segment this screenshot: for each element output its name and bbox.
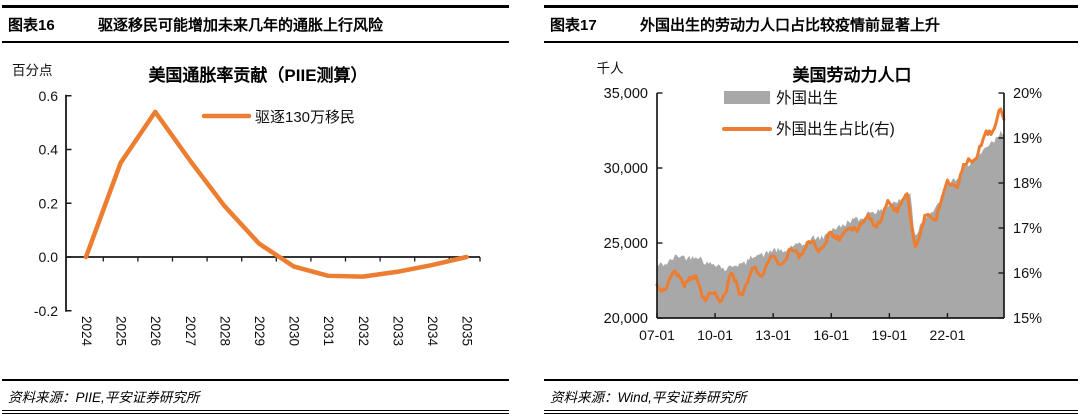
series-line-foreign-born-share (655, 107, 1006, 304)
right-tick-label: 17% (1013, 221, 1042, 237)
x-tick-label: 2027 (183, 316, 198, 346)
legend-area-swatch (724, 91, 771, 104)
right-tick-label: 19% (1013, 131, 1042, 147)
right-tick-label: 20% (1013, 86, 1042, 102)
x-tick-label: 19-01 (871, 327, 907, 343)
x-tick-label: 2030 (287, 316, 302, 346)
x-tick-label: 2025 (114, 316, 129, 346)
figure-panel-17: 图表17 外国出生的劳动力人口占比较疫情前显著上升 千人 美国劳动力人口 35,00… (544, 5, 1078, 414)
left-tick-label: 20,000 (604, 311, 648, 327)
y-tick-label: 0.6 (39, 88, 59, 104)
y-axis-unit-label: 千人 (597, 61, 625, 76)
x-tick-label: 2024 (79, 316, 94, 347)
figure-17-source: 资料来源：Wind,平安证券研究所 (544, 379, 1078, 414)
y-axis-unit-label: 百分点 (12, 63, 53, 78)
legend-label: 驱逐130万移民 (255, 109, 355, 126)
chart-title: 美国通胀率贡献（PIIE测算） (148, 65, 367, 85)
x-tick-label: 10-01 (697, 327, 733, 343)
y-tick-label: 0.2 (39, 195, 59, 211)
figure-16-source: 资料来源：PIIE,平安证券研究所 (2, 379, 510, 414)
figure-17-title: 外国出生的劳动力人口占比较疫情前显著上升 (640, 17, 941, 34)
legend-label: 外国出生占比(右) (776, 120, 895, 138)
x-tick-label: 22-01 (930, 327, 966, 343)
x-tick-label: 2033 (390, 316, 405, 346)
figure-panel-16: 图表16 驱逐移民可能增加未来几年的通胀上行风险 百分点 美国通胀率贡献（PIIE… (2, 5, 510, 414)
figure-16-header: 图表16 驱逐移民可能增加未来几年的通胀上行风险 (2, 8, 510, 43)
y-tick-label: 0.4 (39, 142, 59, 158)
y-tick-label: 0.0 (39, 249, 59, 265)
labor-force-chart-svg: 千人 美国劳动力人口 35,000 30,000 25,000 20,000 20% 19% 1… (597, 61, 1043, 343)
figure-16-number: 图表16 (8, 17, 55, 34)
left-tick-label: 35,000 (604, 86, 648, 102)
right-tick-label: 15% (1013, 311, 1042, 327)
left-tick-label: 30,000 (604, 161, 648, 177)
x-tick-label: 2035 (460, 316, 475, 346)
x-tick-label: 13-01 (755, 327, 791, 343)
x-tick-label: 2031 (321, 316, 336, 346)
series-line-deport-immigrants (83, 109, 469, 279)
inflation-contribution-chart: 百分点 美国通胀率贡献（PIIE测算） 0.6 0.4 0.2 0.0 -0.2 2024 20… (2, 43, 509, 379)
x-tick-label: 16-01 (813, 327, 849, 343)
inflation-contribution-chart-svg: 百分点 美国通胀率贡献（PIIE测算） 0.6 0.4 0.2 0.0 -0.2 2024 20… (12, 63, 481, 347)
x-tick-label: 2034 (425, 316, 440, 347)
chart-title: 美国劳动力人口 (793, 65, 912, 85)
right-tick-label: 16% (1013, 266, 1042, 282)
figure-16-title: 驱逐移民可能增加未来几年的通胀上行风险 (98, 17, 384, 34)
right-tick-label: 18% (1013, 176, 1042, 192)
x-tick-label: 07-01 (639, 327, 675, 343)
left-tick-label: 25,000 (604, 236, 648, 252)
series-area-foreign-born (657, 130, 1004, 318)
legend-label: 外国出生 (776, 89, 838, 107)
x-tick-label: 2028 (217, 316, 232, 346)
figure-17-number: 图表17 (550, 17, 597, 34)
x-tick-label: 2032 (356, 316, 371, 346)
labor-force-chart: 千人 美国劳动力人口 35,000 30,000 25,000 20,000 20% 19% 1… (544, 43, 1078, 379)
x-tick-label: 2026 (148, 316, 163, 346)
x-tick-label: 2029 (252, 316, 267, 346)
y-tick-label: -0.2 (34, 303, 58, 319)
figure-17-header: 图表17 外国出生的劳动力人口占比较疫情前显著上升 (544, 8, 1078, 43)
